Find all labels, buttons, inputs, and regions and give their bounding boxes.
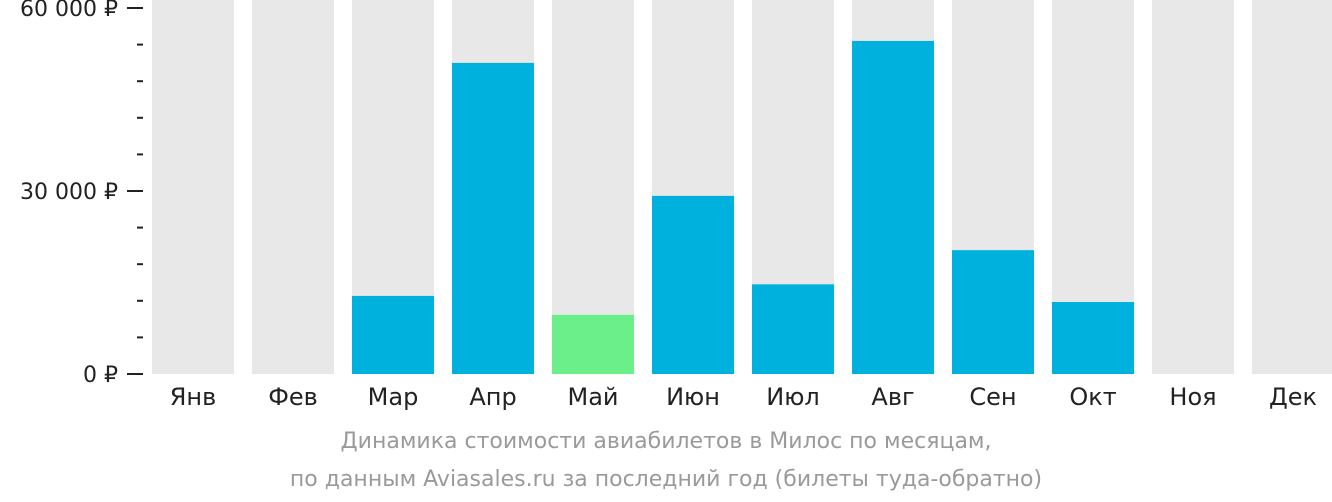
x-tick-label-6: Июн [666,383,720,411]
bar-7 [752,284,834,374]
chart-caption-line-1: Динамика стоимости авиабилетов в Милос п… [340,429,992,454]
x-tick-label-11: Ноя [1169,383,1216,411]
bar-background-11 [1152,0,1234,374]
y-tick-label-3: 60 000 ₽ [20,0,118,22]
bar-9 [952,250,1034,374]
bar-backgrounds [152,0,1332,374]
x-tick-label-8: Авг [871,383,914,411]
bar-6 [652,195,734,374]
x-tick-label-4: Апр [469,383,516,411]
bar-background-1 [152,0,234,374]
y-tick-label-2: 30 000 ₽ [20,180,118,205]
bar-background-12 [1252,0,1332,374]
bar-8 [852,40,934,374]
x-tick-label-10: Окт [1069,383,1116,411]
x-tick-label-7: Июл [766,383,820,411]
x-tick-label-5: Май [567,383,618,411]
x-tick-label-3: Мар [368,383,419,411]
x-tick-label-9: Сен [969,383,1016,411]
bar-10 [1052,302,1134,374]
bar-background-2 [252,0,334,374]
bars [352,40,1134,375]
y-axis: 0 ₽ 30 000 ₽ 60 000 ₽ [20,0,143,388]
x-tick-label-1: Янв [170,383,217,411]
y-tick-label-1: 0 ₽ [83,363,118,388]
chart-caption-line-2: по данным Aviasales.ru за последний год … [289,467,1043,492]
bar-3 [352,295,434,374]
bar-background-5 [552,0,634,374]
x-axis: Янв Фев Мар Апр Май Июн Июл Авг Сен Окт Ноя Дек [170,383,1317,411]
bar-5 [552,314,634,374]
x-tick-label-12: Дек [1269,383,1317,411]
bar-4 [452,62,534,375]
x-tick-label-2: Фев [268,383,318,411]
